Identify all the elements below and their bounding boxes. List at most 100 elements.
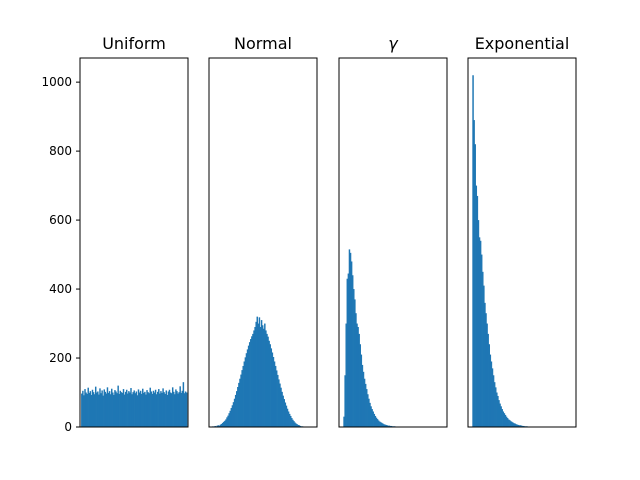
- histogram-bar: [502, 411, 505, 427]
- histogram-bar: [100, 393, 102, 427]
- histogram-bar: [376, 419, 379, 427]
- histogram-bar: [254, 326, 256, 427]
- histogram-bar: [297, 424, 300, 427]
- histogram-bar: [359, 344, 361, 427]
- histogram-bar: [518, 425, 521, 427]
- histogram-bar: [363, 378, 366, 427]
- histogram-bar: [243, 361, 246, 427]
- histogram-bar: [143, 392, 145, 427]
- histogram-bar: [506, 418, 509, 427]
- histogram-bar: [165, 390, 168, 427]
- histogram-bar: [263, 328, 265, 427]
- histogram-bar: [493, 382, 496, 427]
- histogram-bar: [138, 392, 141, 427]
- panel-title: Uniform: [102, 34, 166, 53]
- histogram-bar: [374, 415, 377, 427]
- histogram-bar: [364, 383, 367, 427]
- histogram-bar: [273, 361, 276, 427]
- y-tick-label: 400: [49, 282, 72, 296]
- histogram-bar: [503, 413, 506, 427]
- histogram-bar: [284, 402, 287, 427]
- histogram-bar: [142, 388, 144, 427]
- histogram-bar: [124, 391, 127, 427]
- histogram-bar: [282, 395, 284, 427]
- histogram-bar: [214, 425, 216, 427]
- histogram-bar: [260, 320, 263, 427]
- histogram-bar: [491, 368, 494, 427]
- panel-gamma: γ: [338, 34, 448, 428]
- histogram-bar: [133, 390, 135, 427]
- histogram-bar: [101, 390, 103, 427]
- bars-exponential: [472, 75, 534, 428]
- histogram-bar: [489, 354, 492, 427]
- histogram-bar: [217, 425, 220, 427]
- histogram-bar: [285, 405, 288, 427]
- histogram-bar: [247, 345, 250, 427]
- histogram-bar: [287, 411, 290, 427]
- histogram-bar: [178, 392, 180, 427]
- histogram-bar: [372, 411, 374, 427]
- histogram-bar: [293, 421, 295, 427]
- histogram-bar: [241, 370, 243, 427]
- histogram-bar: [154, 389, 157, 427]
- histogram-bar: [234, 394, 237, 427]
- histogram-bar: [227, 415, 229, 427]
- histogram-bar: [125, 389, 128, 427]
- histogram-bar: [298, 425, 301, 427]
- histogram-bar: [388, 425, 391, 427]
- histogram-bar: [144, 391, 146, 427]
- histogram-bar: [147, 392, 149, 427]
- histogram-bar: [294, 422, 296, 427]
- histogram-bar: [501, 409, 503, 427]
- panel-title: Exponential: [475, 34, 570, 53]
- histogram-bar: [259, 326, 262, 427]
- histogram-bar: [381, 422, 383, 427]
- histogram-bar: [84, 389, 86, 427]
- histogram-bar: [478, 237, 481, 427]
- histogram-bar: [180, 392, 182, 427]
- histogram-bar: [485, 313, 487, 427]
- histogram-bar: [225, 419, 227, 427]
- histogram-bar: [483, 285, 485, 427]
- histogram-bar: [290, 415, 292, 427]
- histogram-bar: [152, 390, 155, 427]
- histogram-bar: [350, 261, 353, 427]
- histogram-bar: [137, 389, 140, 427]
- panels: Uniform Normal γ Exponential: [79, 34, 577, 428]
- histogram-bar: [229, 410, 231, 427]
- histogram-bar: [346, 278, 349, 427]
- histogram-bar: [387, 425, 390, 427]
- histogram-bar: [504, 414, 507, 427]
- axes-frame: [338, 57, 448, 428]
- y-tick-label: 600: [49, 213, 72, 227]
- histogram-bar: [92, 392, 95, 427]
- histogram-bar: [479, 240, 482, 427]
- histogram-bar: [97, 391, 99, 427]
- histogram-bar: [162, 388, 164, 427]
- histogram-bar: [114, 390, 116, 427]
- axes-frame: [79, 57, 189, 428]
- histogram-bar: [244, 357, 247, 427]
- histogram-bar: [500, 406, 502, 427]
- histogram-bar: [122, 389, 125, 427]
- histogram-bar: [183, 393, 186, 427]
- histogram-bar: [251, 336, 253, 427]
- histogram-bar: [237, 386, 239, 427]
- histogram-bar: [245, 353, 248, 427]
- histogram-bar: [482, 271, 484, 427]
- histogram-bar: [496, 392, 498, 427]
- histogram-bar: [278, 379, 280, 427]
- histogram-bar: [513, 423, 515, 427]
- histogram-bar: [256, 316, 258, 427]
- histogram-bar: [386, 425, 388, 427]
- histogram-bar: [515, 424, 517, 427]
- histogram-bar: [266, 333, 268, 427]
- y-tick-label: 0: [64, 420, 72, 434]
- panel-uniform: Uniform: [79, 34, 189, 428]
- histogram-bar: [281, 391, 283, 427]
- histogram-bar: [367, 394, 369, 427]
- histogram-bar: [163, 392, 165, 427]
- histogram-bar: [375, 417, 378, 427]
- histogram-bar: [182, 382, 185, 427]
- y-tick-label: 1000: [41, 75, 72, 89]
